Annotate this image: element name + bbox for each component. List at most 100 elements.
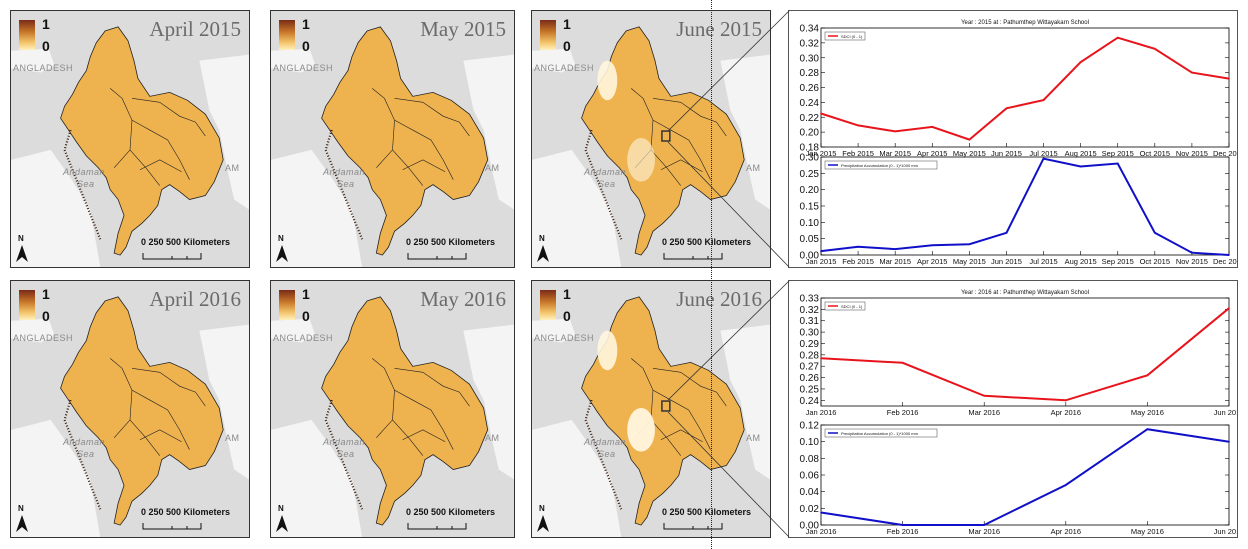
y-tick-label: 0.30 xyxy=(800,153,820,164)
y-tick-label: 0.25 xyxy=(800,384,820,395)
scale-bar: 0 250 500 Kilometers xyxy=(658,507,766,531)
country-border xyxy=(139,159,182,173)
chart-panel-2015: Year : 2015 at : Pathumthep Wittayakarn … xyxy=(788,10,1245,268)
map-title: May 2016 xyxy=(420,287,506,311)
x-tick-label: May 2015 xyxy=(953,149,986,158)
region-fill xyxy=(321,296,489,526)
map-title: June 2015 xyxy=(676,17,762,41)
y-tick-label: 0.29 xyxy=(800,339,820,350)
sea-shape xyxy=(11,48,55,73)
coastline-speckle xyxy=(584,129,623,240)
legend-max-label: 1 xyxy=(302,16,310,32)
north-arrow-icon: N xyxy=(15,504,29,532)
data-point xyxy=(1065,484,1067,486)
place-label-vietnam: AM xyxy=(485,433,500,443)
selected-site-box xyxy=(661,400,671,412)
data-point xyxy=(1228,440,1230,443)
country-border xyxy=(392,149,424,186)
place-label-vietnam: AM xyxy=(746,433,761,443)
y-tick-label: 0.24 xyxy=(800,396,820,407)
data-point xyxy=(983,524,985,526)
legend-box xyxy=(824,301,866,311)
region-fill xyxy=(321,26,489,256)
map-panel: April 2016 1 0 ANGLADESH Andaman Sea AM N 0 250 … xyxy=(10,280,250,538)
y-tick-label: 0.26 xyxy=(800,83,820,94)
place-label-bangladesh: ANGLADESH xyxy=(13,63,74,73)
dry-patch xyxy=(597,60,618,101)
y-tick-label: 0.00 xyxy=(800,521,820,532)
legend-gradient xyxy=(19,20,35,50)
data-point xyxy=(901,362,904,364)
place-label-bangladesh: ANGLADESH xyxy=(273,333,334,343)
country-border xyxy=(394,98,470,137)
place-label-sea: Sea xyxy=(598,449,616,459)
scale-bar: 0 250 500 Kilometers xyxy=(658,237,766,261)
legend-max-label: 1 xyxy=(563,16,571,32)
x-tick-label: Apr 2016 xyxy=(1051,527,1081,536)
chart-panel-2016: Year : 2016 at : Pathumthep Wittayakarn … xyxy=(788,280,1244,538)
legend-min-label: 0 xyxy=(302,308,310,324)
data-point xyxy=(1079,61,1082,64)
map-basemap xyxy=(271,26,514,267)
place-label-vietnam: AM xyxy=(225,433,240,443)
x-tick-label: Sep 2015 xyxy=(1102,257,1134,266)
coastline-speckle xyxy=(63,399,102,510)
data-point xyxy=(857,246,859,248)
y-tick-label: 0.30 xyxy=(800,53,820,64)
y-tick-label: 0.34 xyxy=(800,24,820,35)
legend-box xyxy=(824,31,866,41)
legend-min-label: 0 xyxy=(42,38,50,54)
data-point xyxy=(1042,157,1045,160)
north-label: N xyxy=(278,234,284,243)
north-arrow-icon: N xyxy=(536,234,550,262)
x-tick-label: Oct 2015 xyxy=(1140,149,1170,158)
data-point xyxy=(1191,251,1193,254)
data-point xyxy=(1228,254,1230,256)
x-tick-label: Jan 2016 xyxy=(806,527,837,536)
map-panel: June 2015 1 0 ANGLADESH Andaman Sea AM N 0 250 5… xyxy=(531,10,771,268)
map-panel: April 2015 1 0 ANGLADESH Andaman Sea AM N 0 250 … xyxy=(10,10,250,268)
y-tick-label: 0.12 xyxy=(800,421,820,432)
x-tick-label: Nov 2015 xyxy=(1176,257,1208,266)
y-tick-label: 0.28 xyxy=(800,68,820,79)
legend-min-label: 0 xyxy=(302,38,310,54)
dry-patch xyxy=(627,408,655,452)
x-tick-label: May 2016 xyxy=(1131,527,1164,536)
x-tick-label: Mar 2015 xyxy=(879,257,911,266)
sea-shape xyxy=(463,324,514,480)
legend-min-label: 0 xyxy=(42,308,50,324)
y-tick-label: 0.22 xyxy=(800,113,820,124)
scale-label: 0 250 500 Kilometers xyxy=(141,507,231,517)
scale-label: 0 250 500 Kilometers xyxy=(662,507,752,517)
place-label-andaman: Andaman xyxy=(584,437,627,447)
sea-shape xyxy=(463,54,514,210)
y-tick-label: 0.06 xyxy=(800,471,820,482)
x-tick-label: Jun 2016 xyxy=(1214,408,1237,417)
place-label-sea: Sea xyxy=(337,179,355,189)
north-label: N xyxy=(539,234,545,243)
coastline-speckle xyxy=(324,129,364,240)
legend-max-label: 1 xyxy=(42,16,50,32)
x-tick-label: Apr 2015 xyxy=(917,257,947,266)
scale-bar: 0 250 500 Kilometers xyxy=(402,237,510,261)
place-label-bangladesh: ANGLADESH xyxy=(13,333,74,343)
sea-shape xyxy=(11,318,55,343)
sea-shape xyxy=(271,318,316,343)
x-tick-label: May 2015 xyxy=(953,257,986,266)
dry-patch xyxy=(627,138,655,182)
place-label-sea: Sea xyxy=(598,179,616,189)
x-tick-label: Jan 2015 xyxy=(806,257,837,266)
data-point xyxy=(1191,71,1193,74)
place-label-vietnam: AM xyxy=(225,163,240,173)
y-tick-label: 0.32 xyxy=(800,38,820,49)
x-tick-label: Feb 2016 xyxy=(887,408,919,417)
north-arrow-icon: N xyxy=(275,504,289,532)
country-border xyxy=(139,429,182,443)
series-line xyxy=(820,157,1230,256)
coastline-speckle xyxy=(63,129,102,240)
place-label-sea: Sea xyxy=(77,449,95,459)
country-border xyxy=(394,389,454,450)
country-border xyxy=(394,119,454,180)
